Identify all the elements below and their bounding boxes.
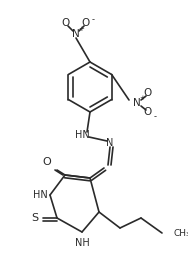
- Text: -: -: [92, 15, 95, 25]
- Text: +: +: [139, 95, 145, 101]
- Text: O: O: [62, 18, 70, 28]
- Text: +: +: [78, 26, 84, 32]
- Text: O: O: [144, 88, 152, 98]
- Text: N: N: [106, 138, 114, 148]
- Text: NH: NH: [75, 238, 89, 248]
- Text: CH₃: CH₃: [173, 228, 188, 238]
- Text: O: O: [43, 157, 51, 167]
- Text: O: O: [82, 18, 90, 28]
- Text: N: N: [133, 98, 141, 108]
- Text: O: O: [144, 107, 152, 117]
- Text: N: N: [72, 29, 80, 39]
- Text: -: -: [153, 113, 156, 122]
- Text: HN: HN: [33, 190, 47, 200]
- Text: S: S: [31, 213, 39, 223]
- Text: HN: HN: [75, 130, 89, 140]
